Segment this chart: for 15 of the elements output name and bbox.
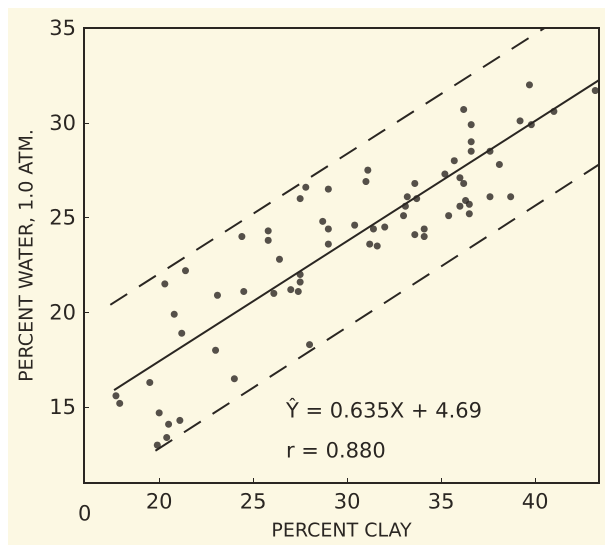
x-tick-label: 25: [240, 490, 267, 514]
y-tick-label: 35: [49, 16, 76, 40]
x-tick-label: 30: [334, 490, 361, 514]
x-tick-label: 20: [146, 490, 173, 514]
text: 0: [78, 502, 92, 526]
y-tick-label: 20: [49, 300, 76, 324]
x-tick-label: 35: [428, 490, 454, 514]
annotation: Ŷ = 0.635X + 4.69: [285, 398, 482, 422]
x-tick-label: 40: [522, 490, 548, 514]
y-tick-label: 30: [49, 110, 76, 135]
y-axis-title: PERCENT WATER, 1.0 ATM.: [16, 129, 38, 382]
annotation: r = 0.880: [286, 438, 386, 462]
y-tick-label: 25: [49, 206, 76, 230]
y-tick-label: 15: [49, 395, 76, 420]
x-axis-title: PERCENT CLAY: [271, 520, 412, 542]
